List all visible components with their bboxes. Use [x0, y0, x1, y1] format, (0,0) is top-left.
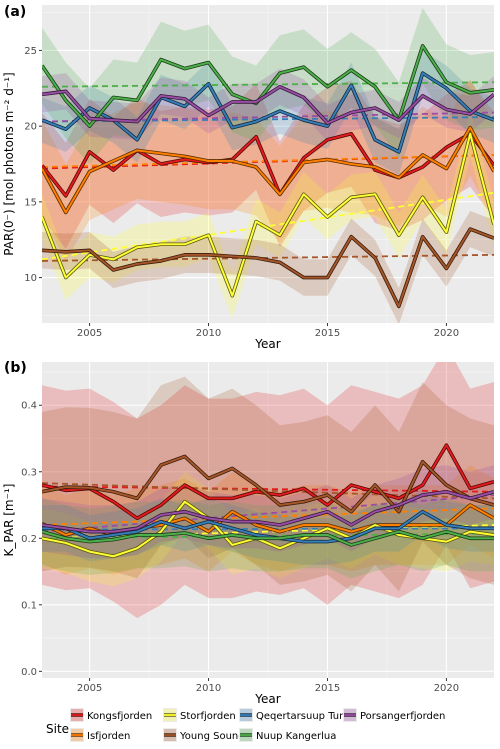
legend-item-label: Nuup Kangerlua — [256, 731, 336, 742]
y-tick-label: 25 — [24, 46, 37, 57]
panel-b-tag: (b) — [4, 360, 27, 376]
series-line-nuup-kangerlua — [42, 530, 494, 546]
band-storfjorden — [42, 111, 494, 319]
legend-item-label: Porsangerfjorden — [360, 711, 445, 722]
legend-item-label: Kongsfjorden — [87, 711, 152, 722]
series-line-nuup-kangerlua — [42, 44, 494, 128]
trend-kongsfjorden — [42, 485, 494, 493]
y-tick-label: 0.3 — [21, 467, 37, 478]
trend-isfjorden — [42, 507, 494, 526]
series-line-isfjorden — [42, 126, 494, 214]
trend-young-sound — [42, 253, 494, 262]
y-tick-label: 0.0 — [21, 667, 37, 678]
panel-b-ylabel: K_PAR [m⁻¹] — [2, 484, 16, 557]
x-tick-label: 2015 — [315, 328, 340, 339]
series-line-porsangerfjorden — [42, 490, 494, 533]
band-young-sound — [42, 210, 494, 323]
legend: Site Kongsfjorden Isfjorden Storfjorden You… — [46, 708, 445, 742]
plot-area — [42, 8, 494, 323]
panel-a-xlabel: Year — [254, 337, 280, 351]
series-line-storfjorden — [42, 132, 494, 297]
trend-porsangerfjorden — [42, 494, 494, 533]
legend-item-label: Isfjorden — [87, 731, 130, 742]
series-line-qeqertarsuup-tunua — [42, 72, 494, 153]
legend-item-label: Qeqertarsuup Tunua — [256, 711, 358, 722]
x-tick-label: 2020 — [434, 328, 459, 339]
trend-young-sound — [42, 482, 494, 500]
trend-nuup-kangerlua — [42, 81, 494, 88]
panel-b-plot: 2005 2010 2015 2020 0.0 0.1 0.2 0.3 0.4 — [21, 362, 494, 694]
panel-a-tag: (a) — [4, 4, 26, 20]
series-line-young-sound — [42, 228, 494, 308]
band-kongsfjorden — [42, 362, 494, 619]
band-porsangerfjorden — [42, 68, 494, 142]
y-tick-label: 0.4 — [21, 401, 37, 412]
series-line-porsangerfjorden — [42, 85, 494, 125]
x-tick-label: 2010 — [196, 328, 221, 339]
panel-b-xlabel: Year — [254, 692, 280, 706]
series-line-kongsfjorden — [42, 132, 494, 197]
panel-a-plot: 2005 2010 2015 2020 10 15 20 25 — [24, 5, 494, 339]
y-tick-label: 0.2 — [21, 534, 37, 545]
panel-a-ylabel: PAR(0⁻) [mol photons m⁻² d⁻¹] — [2, 72, 16, 255]
y-tick-label: 15 — [24, 197, 37, 208]
x-tick-label: 2005 — [77, 328, 102, 339]
legend-item-label: Young Sound — [179, 731, 245, 742]
y-tick-label: 20 — [24, 122, 37, 133]
y-tick-label: 10 — [24, 273, 37, 284]
x-tick-label: 2020 — [434, 683, 459, 694]
x-tick-label: 2010 — [196, 683, 221, 694]
series-line-young-sound — [42, 455, 494, 513]
x-tick-label: 2015 — [315, 683, 340, 694]
y-tick-label: 0.1 — [21, 600, 37, 611]
legend-item-label: Storfjorden — [180, 711, 236, 722]
x-tick-label: 2005 — [77, 683, 102, 694]
plot-area — [42, 362, 494, 619]
legend-title: Site — [46, 722, 69, 736]
